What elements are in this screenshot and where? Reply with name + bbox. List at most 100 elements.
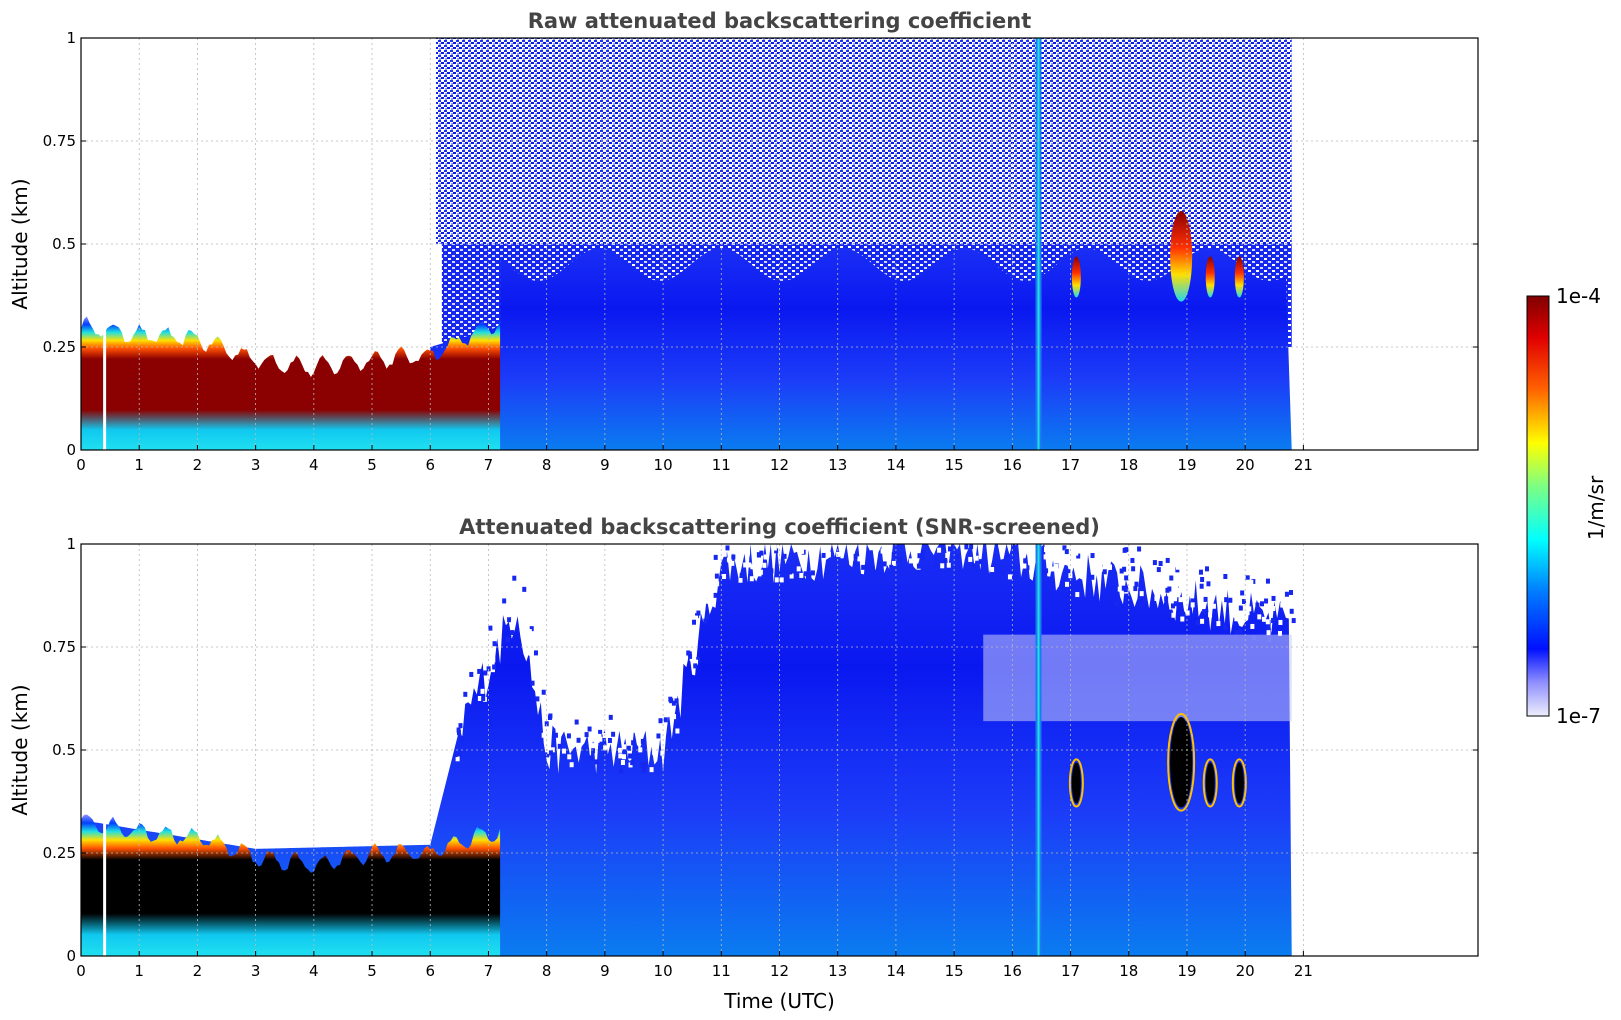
speckle <box>710 593 715 599</box>
speckle <box>656 733 661 739</box>
speckle <box>1154 592 1159 598</box>
speckle <box>1249 579 1254 585</box>
y-axis-label: Altitude (km) <box>8 684 32 815</box>
y-tick-label: 1 <box>66 535 76 553</box>
speckle <box>611 731 616 737</box>
speckle <box>759 550 764 556</box>
speckle <box>654 722 659 728</box>
speckle <box>1216 621 1221 627</box>
speckle <box>1245 603 1250 609</box>
speckle <box>669 698 674 704</box>
speckle <box>1039 562 1044 568</box>
cloud-event <box>1205 256 1215 298</box>
speckle <box>788 569 793 575</box>
speckle <box>722 551 727 557</box>
speckle <box>1170 603 1175 609</box>
speckle <box>937 547 942 553</box>
speckle <box>694 615 699 621</box>
speckle <box>1223 624 1228 630</box>
speckle <box>1183 595 1188 601</box>
speckle <box>891 552 896 558</box>
speckle <box>895 555 900 561</box>
speckle <box>990 567 995 573</box>
speckle <box>1102 569 1107 575</box>
speckle <box>692 619 697 625</box>
speckle <box>1013 549 1018 555</box>
speckle <box>1076 553 1081 559</box>
speckle <box>666 747 671 753</box>
speckle <box>769 568 774 574</box>
speckle <box>774 577 779 583</box>
speckle <box>1190 602 1195 608</box>
speckle <box>968 551 973 557</box>
speckle <box>1098 565 1103 571</box>
colorbar: 1e-4 1e-7 1/m/sr <box>1526 284 1608 728</box>
speckle <box>1250 623 1255 629</box>
speckle <box>1264 601 1269 607</box>
speckle <box>1264 598 1269 604</box>
speckle <box>1022 571 1027 577</box>
x-tick-label: 17 <box>1061 456 1080 474</box>
speckle <box>516 574 521 580</box>
speckle <box>726 557 731 563</box>
speckle <box>774 548 779 554</box>
speckle <box>1234 630 1239 636</box>
speckle <box>658 718 663 724</box>
x-tick-label: 8 <box>542 962 552 980</box>
speckle <box>1119 568 1124 574</box>
cloud-event <box>1234 762 1244 804</box>
speckle <box>1234 616 1239 622</box>
x-tick-label: 6 <box>425 456 435 474</box>
speckle <box>548 750 553 756</box>
speckle <box>453 752 458 758</box>
speckle <box>968 556 973 562</box>
x-tick-label: 0 <box>76 456 86 474</box>
speckle <box>619 768 624 774</box>
speckle <box>1158 561 1163 567</box>
speckle <box>696 610 701 616</box>
speckle <box>1177 587 1182 593</box>
speckle <box>1291 618 1296 624</box>
speckle <box>633 727 638 733</box>
speckle <box>1289 608 1294 614</box>
speckle <box>810 570 815 576</box>
speckle <box>1142 598 1147 604</box>
speckle <box>688 653 693 659</box>
x-tick-label: 13 <box>828 962 847 980</box>
speckle <box>1271 617 1276 623</box>
speckle <box>880 548 885 554</box>
speckle <box>861 564 866 570</box>
y-tick-label: 1 <box>66 29 76 47</box>
speckle <box>1090 574 1095 580</box>
speckle <box>590 736 595 742</box>
speckle <box>1133 586 1138 592</box>
speckle <box>705 598 710 604</box>
speckle <box>978 559 983 565</box>
x-tick-label: 15 <box>945 962 964 980</box>
speckle <box>630 720 635 726</box>
speckle <box>715 581 720 587</box>
y-tick-label: 0.75 <box>43 638 76 656</box>
speckle <box>640 761 645 767</box>
speckle <box>1139 602 1144 608</box>
speckle <box>652 750 657 756</box>
speckle <box>1206 581 1211 587</box>
speckle <box>865 565 870 571</box>
speckle <box>622 744 627 750</box>
speckle <box>505 637 510 643</box>
x-tick-label: 0 <box>76 962 86 980</box>
speckle <box>882 561 887 567</box>
speckle <box>649 739 654 745</box>
speckle <box>574 740 579 746</box>
speckle <box>545 752 550 758</box>
speckle <box>666 711 671 717</box>
speckle <box>940 563 945 569</box>
speckle <box>1107 549 1112 555</box>
surface-aerosol-layer <box>81 814 501 956</box>
speckle <box>1168 591 1173 597</box>
speckle <box>628 753 633 759</box>
x-tick-label: 6 <box>425 962 435 980</box>
speckle <box>674 698 679 704</box>
speckle <box>507 617 512 623</box>
